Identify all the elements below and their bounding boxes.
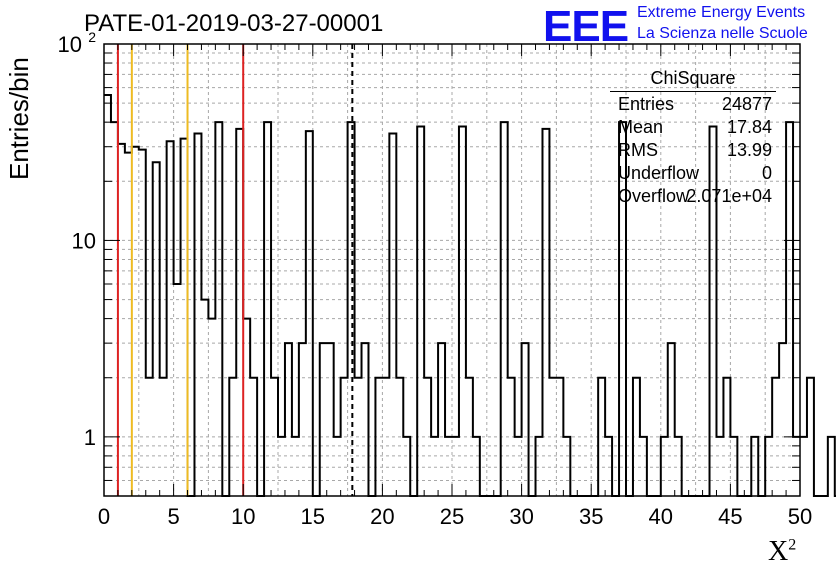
y-tick-label-sup: 2: [88, 29, 96, 45]
histogram-bin: [417, 127, 424, 496]
histogram-bin: [194, 134, 201, 496]
histogram-bin: [285, 343, 292, 496]
histogram-bin: [389, 134, 396, 496]
logo-line-1: Extreme Energy Events: [637, 4, 806, 21]
x-axis-label-sup: 2: [788, 536, 797, 554]
stats-row: Underflow 0: [610, 163, 776, 186]
x-tick-label: 5: [167, 504, 179, 529]
stats-box: ChiSquare Entries 24877 Mean 17.84 RMS 1…: [610, 66, 776, 210]
histogram-bin: [306, 131, 313, 496]
histogram-bin: [104, 95, 111, 496]
histogram-bin: [174, 284, 181, 496]
x-tick-label: 35: [579, 504, 603, 529]
stats-key: Mean: [618, 117, 664, 137]
x-axis-label: X2: [768, 536, 796, 568]
histogram-bin: [236, 129, 243, 496]
logo-caption: Extreme Energy Events La Scienza nelle S…: [637, 2, 808, 44]
x-tick-label: 20: [370, 504, 394, 529]
y-axis-ticks: 1 10 10 2: [58, 29, 800, 497]
y-tick-label: 10: [72, 228, 96, 253]
histogram-bin: [264, 122, 271, 496]
x-tick-label: 45: [718, 504, 742, 529]
x-tick-label: 15: [301, 504, 325, 529]
y-tick-label: 1: [84, 425, 96, 450]
x-tick-label: 40: [649, 504, 673, 529]
histogram-bin: [779, 343, 786, 496]
histogram-bin: [348, 122, 355, 496]
histogram-bin: [542, 129, 549, 496]
x-axis-ticks: 0 5 10 15 20 25 30 35 40 45 50: [98, 44, 812, 529]
histogram-bin: [459, 127, 466, 496]
histogram-bin: [438, 343, 445, 496]
histogram-bin: [215, 122, 222, 496]
x-tick-label: 50: [788, 504, 812, 529]
histogram-bin: [111, 122, 118, 496]
y-tick-label: 10: [58, 32, 82, 57]
stats-title: ChiSquare: [610, 66, 776, 92]
stats-value: 0: [761, 163, 772, 183]
stats-key: RMS: [618, 140, 658, 160]
stats-key: Overflow: [618, 186, 690, 206]
histogram-bin: [668, 343, 675, 496]
stats-row: RMS 13.99: [610, 140, 776, 163]
histogram-bin: [181, 139, 188, 496]
histogram-bin: [828, 437, 835, 496]
eee-logo: EEE: [543, 2, 629, 51]
histogram-bin: [327, 343, 334, 496]
histogram-bin: [139, 150, 146, 496]
histogram-bin: [243, 319, 250, 496]
x-tick-label: 10: [231, 504, 255, 529]
grid-lines: [104, 43, 800, 497]
histogram-bin: [320, 343, 327, 496]
y-axis-label: Entries/bin: [4, 57, 34, 180]
reference-lines: [116, 44, 354, 496]
histogram-bin: [118, 144, 125, 496]
histogram-bin: [786, 122, 793, 496]
stats-row: Entries 24877: [610, 94, 776, 117]
histogram-bin: [201, 300, 208, 496]
x-tick-label: 30: [509, 504, 533, 529]
histogram-bin: [125, 153, 132, 496]
x-tick-label: 25: [440, 504, 464, 529]
stats-key: Underflow: [618, 163, 700, 183]
x-tick-label: 0: [98, 504, 110, 529]
stats-key: Entries: [618, 94, 675, 114]
histogram-bin: [208, 319, 215, 496]
histogram-bin: [807, 378, 814, 496]
histogram-bin: [501, 122, 508, 496]
x-axis-label-base: X: [768, 536, 789, 567]
histogram-bin: [800, 437, 807, 496]
logo-line-2: La Scienza nelle Scuole: [637, 25, 808, 42]
stats-value: 24877: [721, 94, 772, 114]
histogram-bin: [522, 343, 529, 496]
chart-title: PATE-01-2019-03-27-00001: [84, 10, 384, 37]
stats-value: 13.99: [726, 140, 772, 160]
stats-value: 17.84: [726, 117, 772, 137]
stats-row: Overflow 2.071e+04: [610, 186, 776, 209]
histogram-bin: [132, 147, 139, 496]
stats-value: 2.071e+04: [686, 186, 772, 206]
histogram-bin: [299, 343, 306, 496]
stats-row: Mean 17.84: [610, 117, 776, 140]
histogram-bin: [362, 343, 369, 496]
